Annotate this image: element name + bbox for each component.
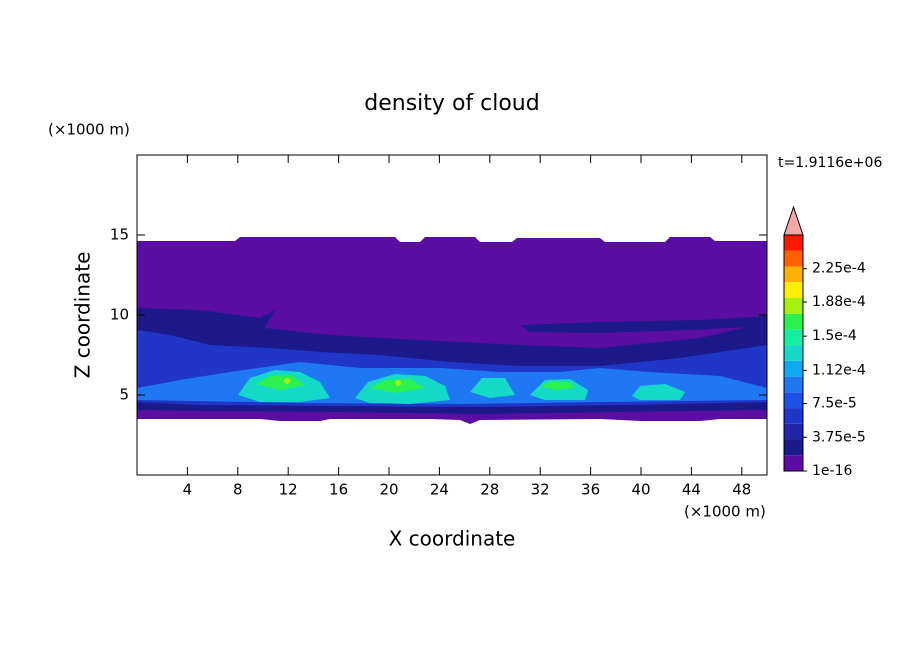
x-tick-label: 44: [682, 481, 701, 499]
colorbar-band: [784, 282, 803, 298]
y-tick-label: 15: [110, 226, 129, 244]
colorbar-tick-label: 1.12e-4: [812, 362, 866, 378]
x-tick-label: 32: [531, 481, 550, 499]
colorbar-band: [784, 313, 803, 330]
colorbar-band: [784, 235, 803, 251]
x-tick-label: 36: [581, 481, 600, 499]
colorbar-band: [784, 360, 803, 377]
x-tick-label: 40: [631, 481, 650, 499]
x-axis-title: X coordinate: [389, 527, 516, 551]
colorbar-band: [784, 297, 803, 314]
contour-yellow: [284, 378, 290, 384]
colorbar-tick-label: 1.88e-4: [812, 294, 866, 310]
contour-field: [137, 237, 767, 424]
colorbar-band: [784, 266, 803, 283]
x-tick-label: 12: [279, 481, 298, 499]
colorbar-band: [784, 250, 803, 267]
colorbar-extend: [783, 205, 804, 236]
colorbar-band: [784, 455, 803, 471]
colorbar-tick-label: 2.25e-4: [812, 261, 866, 277]
colorbar-tick-label: 1e-16: [812, 463, 852, 479]
y-axis-title: Z coordinate: [71, 252, 95, 379]
colorbar-tick-label: 3.75e-5: [812, 429, 866, 445]
colorbar-tick-label: 7.5e-5: [812, 396, 857, 412]
x-tick-label: 48: [732, 481, 751, 499]
contour-green-1: [255, 375, 305, 390]
chart-title: density of cloud: [364, 91, 539, 116]
contour-yellow: [395, 380, 401, 386]
contour-green-2: [370, 379, 425, 393]
colorbar-band: [784, 329, 803, 346]
colorbar-band: [784, 376, 803, 393]
x-unit: (×1000 m): [684, 503, 766, 521]
colorbar-band: [784, 345, 803, 361]
colorbar-frame: [783, 234, 804, 472]
colorbar-band: [784, 392, 803, 409]
x-tick-label: 24: [430, 481, 449, 499]
colorbar-band: [784, 408, 803, 424]
colorbar-band: [784, 439, 803, 456]
time-label: t=1.9116e+06: [778, 155, 882, 171]
colorbar-band: [784, 423, 803, 440]
colorbar-tick-label: 1.5e-4: [812, 328, 857, 344]
y-tick-label: 10: [110, 306, 129, 324]
contour-navy-high: [520, 316, 767, 333]
contour-cyan-5: [632, 384, 685, 400]
x-tick-label: 28: [480, 481, 499, 499]
y-tick-label: 5: [119, 386, 129, 404]
contour-green-3: [540, 381, 575, 390]
x-tick-label: 16: [329, 481, 348, 499]
x-tick-label: 8: [233, 481, 243, 499]
x-tick-label: 4: [183, 481, 193, 499]
y-unit: (×1000 m): [48, 121, 130, 139]
contour-cyan-3: [470, 378, 515, 398]
x-tick-label: 20: [379, 481, 398, 499]
